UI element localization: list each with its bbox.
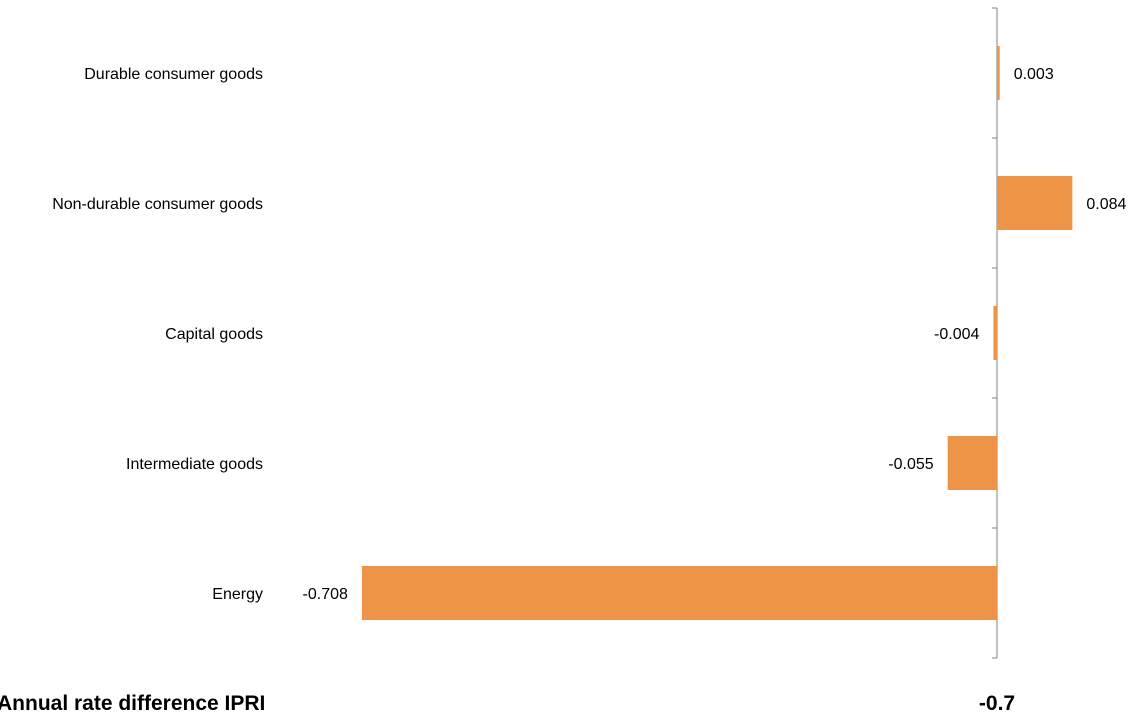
bar-2 <box>993 306 997 360</box>
bar-3 <box>947 436 997 490</box>
bar-0 <box>997 46 1000 100</box>
footer-title: Annual rate difference IPRI <box>0 692 265 715</box>
category-label-4: Energy <box>212 586 263 603</box>
category-label-3: Intermediate goods <box>126 456 263 473</box>
bar-1 <box>997 176 1073 230</box>
bar-4 <box>361 566 997 620</box>
category-label-0: Durable consumer goods <box>84 66 263 83</box>
labels-layer: Durable consumer goods 0.003 Non-durable c… <box>52 66 1126 603</box>
bars-layer <box>361 46 1073 620</box>
value-label-0: 0.003 <box>1014 66 1054 83</box>
value-label-4: -0.708 <box>303 586 348 603</box>
footer-total: -0.7 <box>979 692 1015 715</box>
category-label-1: Non-durable consumer goods <box>52 196 263 213</box>
value-label-3: -0.055 <box>888 456 933 473</box>
value-label-1: 0.084 <box>1086 196 1126 213</box>
value-label-2: -0.004 <box>934 326 979 343</box>
category-label-2: Capital goods <box>165 326 263 343</box>
